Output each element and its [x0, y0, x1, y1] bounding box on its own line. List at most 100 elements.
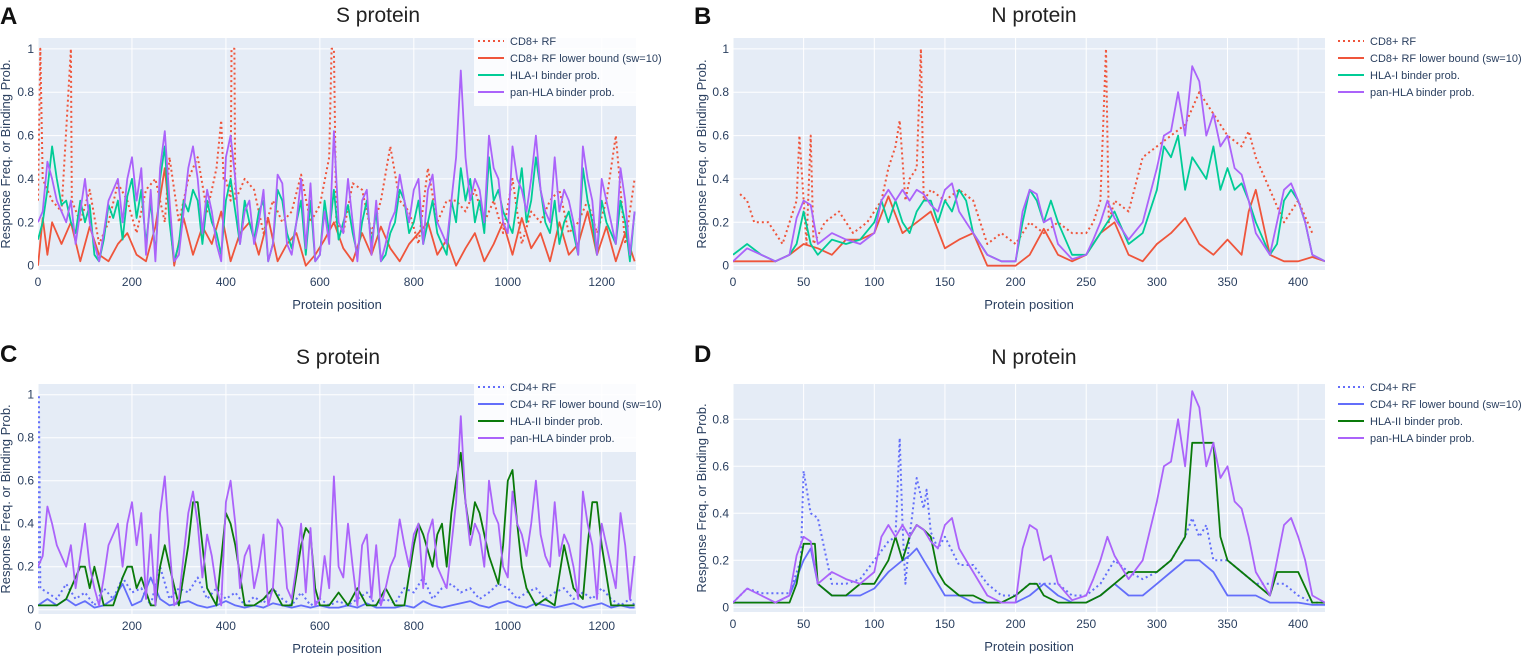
y-tick-label: 0: [27, 603, 34, 617]
x-tick-label: 1000: [494, 275, 521, 289]
x-tick-label: 100: [864, 275, 884, 289]
x-tick-label: 350: [1217, 617, 1237, 631]
x-axis-label: Protein position: [292, 297, 382, 312]
x-tick-label: 50: [797, 617, 811, 631]
series-line-hla-i-binder-prob: [38, 145, 636, 263]
legend-label: CD8+ RF lower bound (sw=10): [510, 53, 662, 65]
y-tick-label: 0: [722, 259, 729, 273]
panel-letter: D: [694, 341, 711, 368]
x-tick-label: 600: [310, 619, 330, 633]
panel-letter: C: [0, 341, 17, 368]
panel-c: 0 200 400 600 800 1000 1200 0 0.2 0.4 0.6 0.8 1 Prote…: [0, 341, 674, 656]
x-tick-label: 200: [122, 619, 142, 633]
y-tick-label: 0.6: [712, 129, 729, 143]
legend: CD8+ RF CD8+ RF lower bound (sw=10) HLA-I …: [474, 32, 674, 106]
x-axis-label: Protein position: [984, 639, 1074, 654]
legend-background: [474, 32, 674, 106]
legend-label: CD4+ RF lower bound (sw=10): [1370, 399, 1522, 411]
y-axis-label: Response Freq. or Binding Prob.: [0, 404, 13, 593]
x-tick-label: 800: [404, 619, 424, 633]
legend: CD8+ RF CD8+ RF lower bound (sw=10) HLA-I …: [1338, 36, 1522, 99]
series-group: [38, 47, 636, 267]
legend-label: pan-HLA binder prob.: [1370, 87, 1475, 99]
chart-title: N protein: [991, 346, 1076, 369]
y-tick-label: 0.4: [712, 172, 729, 186]
y-tick-label: 0.2: [712, 553, 729, 567]
x-tick-label: 1200: [588, 275, 615, 289]
y-tick-label: 1: [27, 388, 34, 402]
x-tick-label: 0: [730, 275, 737, 289]
y-tick-label: 0.4: [712, 506, 729, 520]
x-tick-label: 400: [216, 619, 236, 633]
y-tick-label: 0.2: [712, 215, 729, 229]
x-tick-label: 200: [122, 275, 142, 289]
legend-label: HLA-II binder prob.: [1370, 416, 1463, 428]
x-tick-label: 0: [730, 617, 737, 631]
chart-title: S protein: [296, 346, 380, 369]
y-axis-label: Response Freq. or Binding Prob.: [0, 59, 13, 248]
y-tick-label: 0: [27, 259, 34, 273]
x-tick-label: 400: [1288, 275, 1308, 289]
x-axis-label: Protein position: [292, 641, 382, 656]
legend-label: CD4+ RF lower bound (sw=10): [510, 399, 662, 411]
chart-title: S protein: [336, 4, 420, 27]
y-tick-label: 0.8: [712, 412, 729, 426]
x-tick-label: 400: [1288, 617, 1308, 631]
y-tick-label: 0.8: [712, 85, 729, 99]
x-tick-label: 600: [310, 275, 330, 289]
x-tick-label: 350: [1217, 275, 1237, 289]
x-tick-label: 800: [404, 275, 424, 289]
panel-a: 0 200 400 600 800 1000 1200 0 0.2 0.4 0.6 0.8 1 Prote…: [0, 3, 674, 312]
panel-letter: A: [0, 3, 17, 30]
y-axis-label: Response Freq. or Binding Prob.: [694, 403, 709, 592]
x-tick-label: 250: [1076, 275, 1096, 289]
series-line-cd8-rf: [38, 47, 636, 245]
x-tick-label: 200: [1006, 275, 1026, 289]
series-line-hla-ii-binder-prob: [38, 451, 635, 607]
x-tick-label: 0: [35, 619, 42, 633]
y-tick-label: 0.4: [17, 172, 34, 186]
series-line-cd4-rf: [38, 393, 636, 607]
x-tick-label: 300: [1147, 275, 1167, 289]
series-line-pan-hla-binder-prob: [38, 415, 636, 607]
series-group: [38, 393, 636, 609]
series-line-pan-hla-binder-prob: [733, 390, 1325, 604]
legend-label: HLA-I binder prob.: [1370, 70, 1460, 82]
x-tick-label: 150: [935, 275, 955, 289]
y-tick-label: 0.6: [712, 459, 729, 473]
series-line-pan-hla-binder-prob: [38, 69, 636, 263]
series-line-hla-ii-binder-prob: [733, 441, 1325, 604]
legend-label: CD4+ RF: [510, 382, 556, 394]
legend-label: HLA-II binder prob.: [510, 416, 603, 428]
y-tick-label: 1: [722, 42, 729, 56]
x-tick-label: 400: [216, 275, 236, 289]
y-tick-label: 0.2: [17, 560, 34, 574]
panel-b: 0 50 100 150 200 250 300 350 400 0 0.2 0.4 0.6 0.8 1 Pr…: [694, 3, 1522, 312]
x-tick-label: 50: [797, 275, 811, 289]
legend-label: CD4+ RF: [1370, 382, 1416, 394]
legend-label: pan-HLA binder prob.: [510, 87, 615, 99]
x-tick-label: 1000: [494, 619, 521, 633]
legend: CD4+ RF CD4+ RF lower bound (sw=10) HLA-II…: [474, 378, 674, 452]
y-tick-label: 0.8: [17, 431, 34, 445]
legend: CD4+ RF CD4+ RF lower bound (sw=10) HLA-II…: [1338, 382, 1522, 445]
panel-d: 0 50 100 150 200 250 300 350 400 0 0.2 0.4 0.6 0.8 Pro…: [694, 341, 1522, 654]
x-tick-label: 300: [1147, 617, 1167, 631]
panel-letter: B: [694, 3, 711, 30]
x-tick-label: 250: [1076, 617, 1096, 631]
legend-background: [474, 378, 674, 452]
x-tick-label: 200: [1006, 617, 1026, 631]
y-tick-label: 0.4: [17, 517, 34, 531]
legend-label: pan-HLA binder prob.: [1370, 433, 1475, 445]
x-tick-label: 150: [935, 617, 955, 631]
y-tick-label: 0: [722, 600, 729, 614]
x-tick-label: 100: [864, 617, 884, 631]
y-tick-label: 0.8: [17, 85, 34, 99]
plot-area: [733, 384, 1325, 612]
series-line-pan-hla-binder-prob: [733, 65, 1325, 263]
y-axis-label: Response Freq. or Binding Prob.: [694, 59, 709, 248]
chart-title: N protein: [991, 4, 1076, 27]
series-group: [733, 47, 1325, 267]
x-tick-label: 1200: [588, 619, 615, 633]
y-tick-label: 0.2: [17, 215, 34, 229]
